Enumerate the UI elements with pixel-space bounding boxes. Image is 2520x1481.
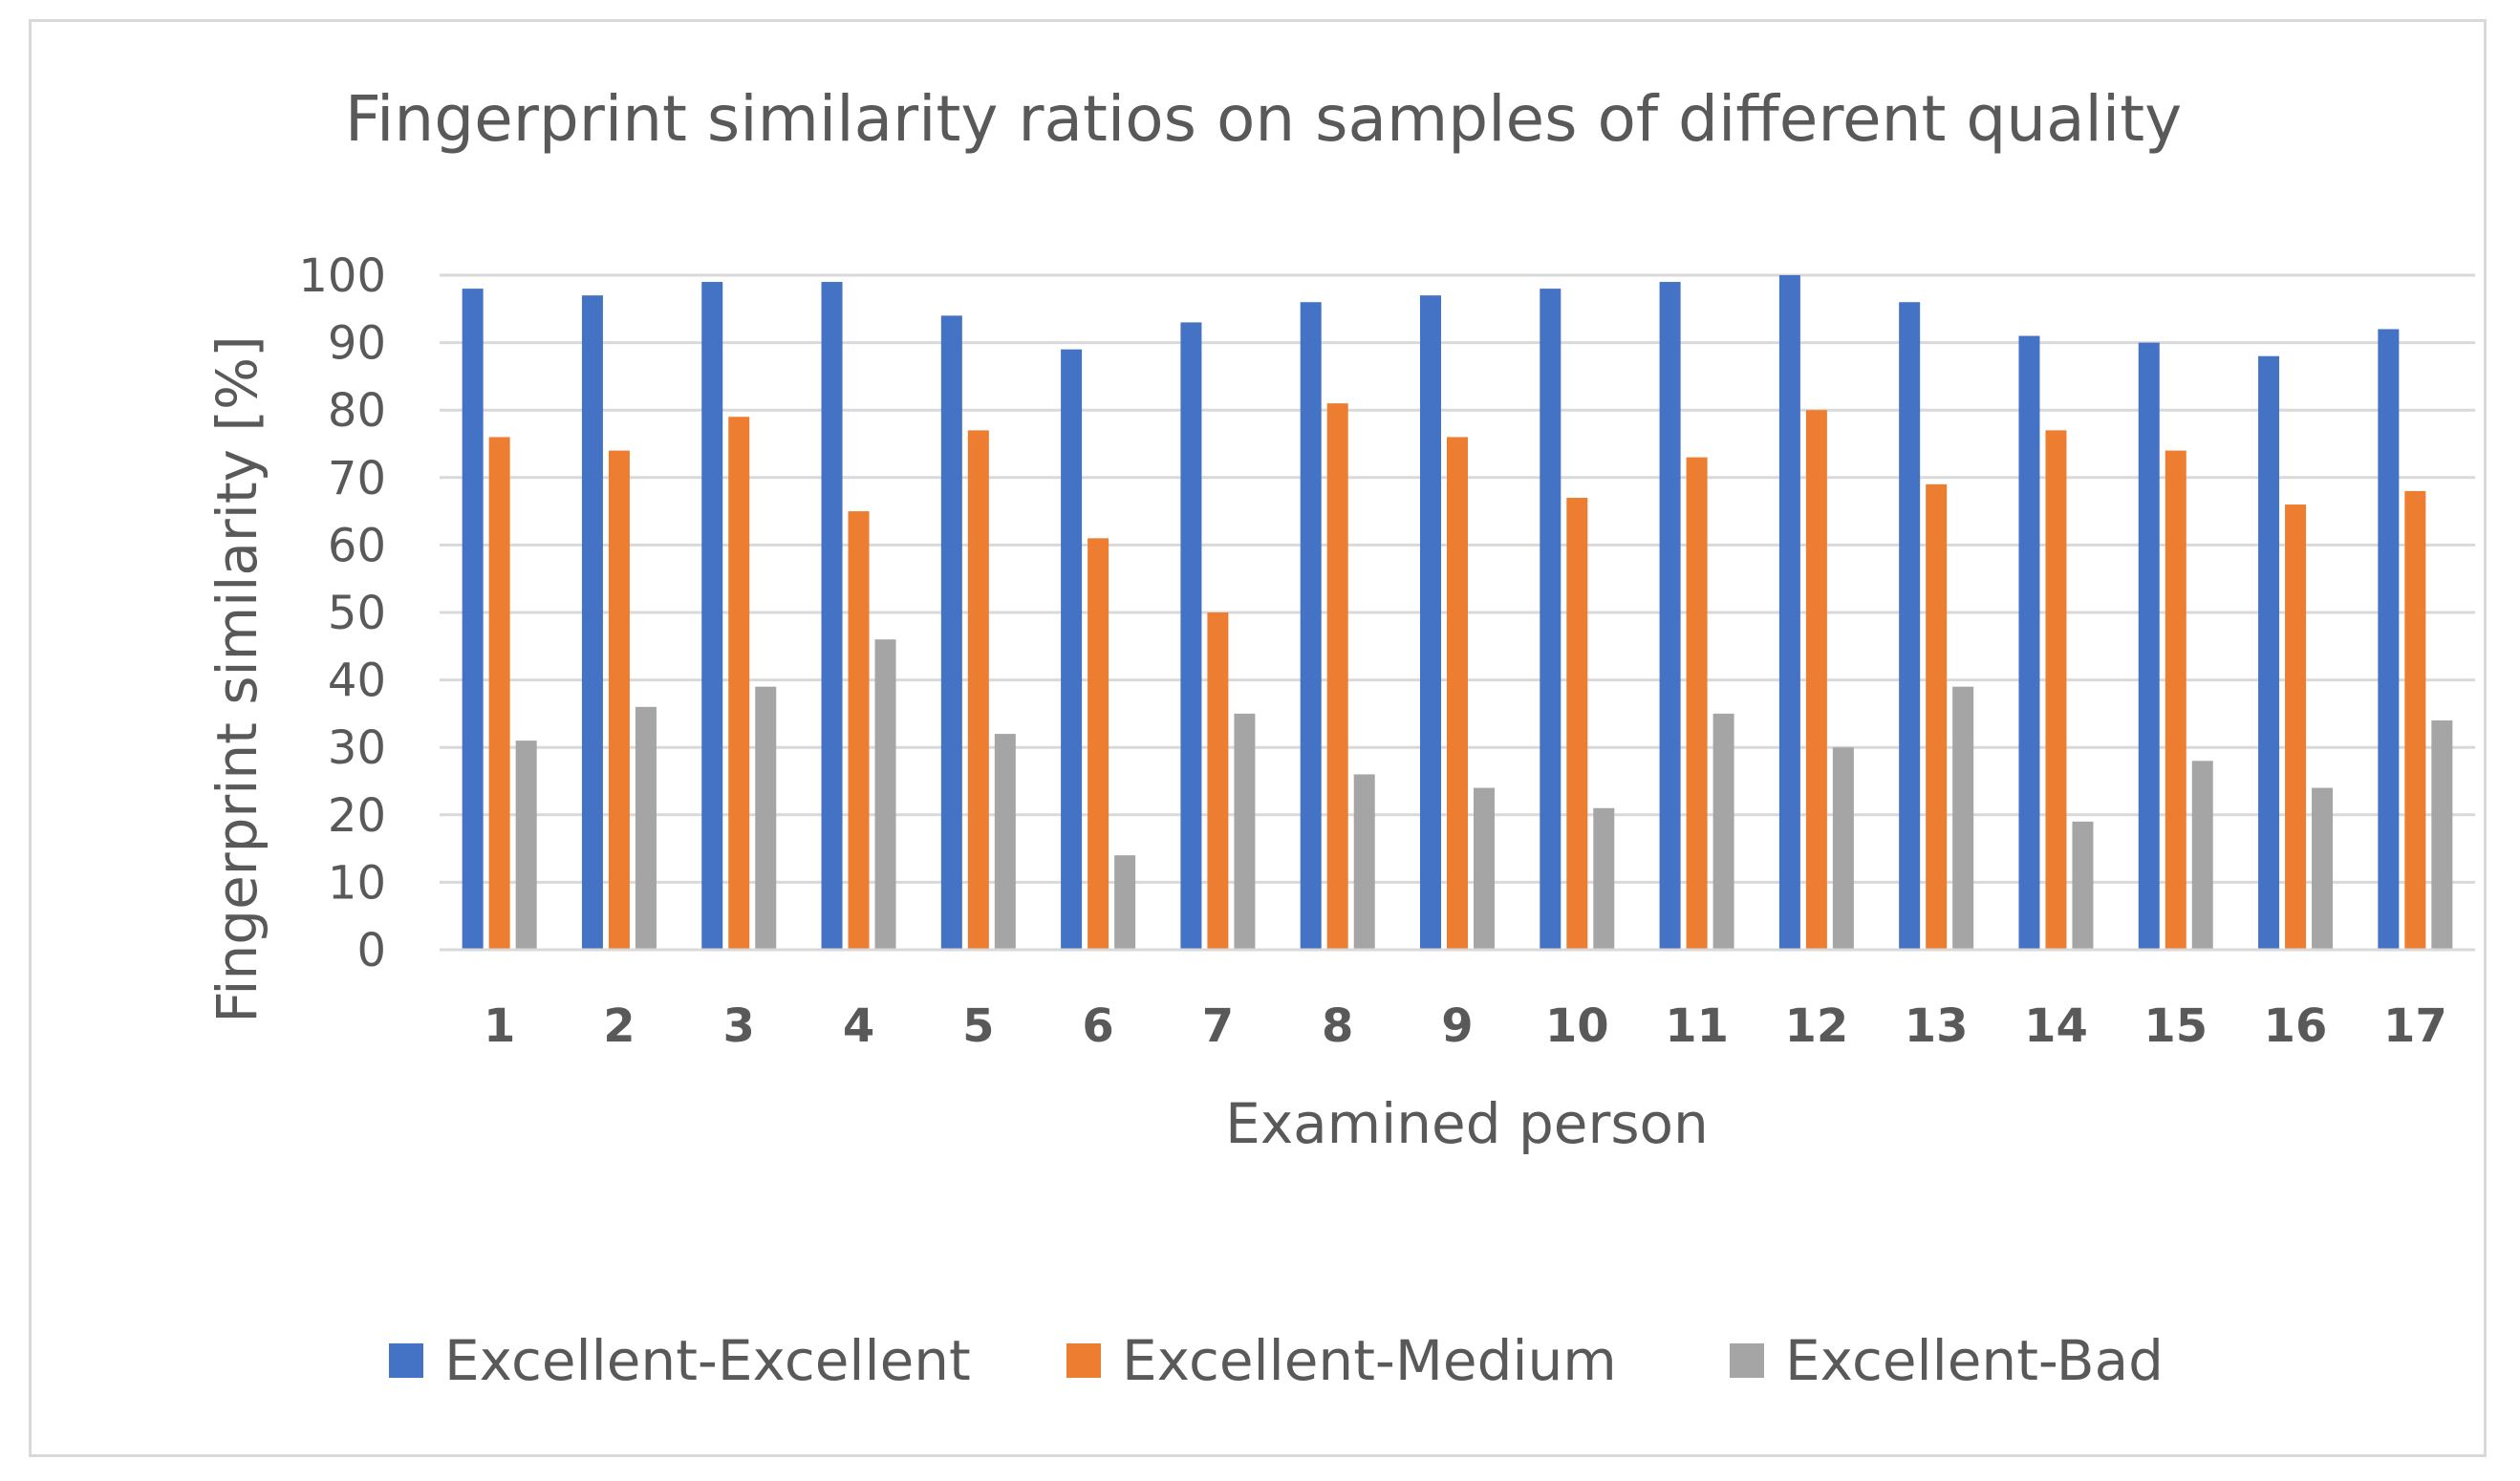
x-tick-label: 2 (603, 999, 635, 1053)
legend-swatch (1066, 1343, 1101, 1378)
bar-excellent-bad-7 (1234, 713, 1256, 950)
legend-item-excellent-bad: Excellent-Bad (1730, 1328, 2164, 1393)
x-tick-label: 11 (1665, 999, 1729, 1053)
bar-excellent-medium-6 (1088, 538, 1109, 950)
bar-excellent-medium-3 (728, 417, 750, 950)
bar-excellent-medium-17 (2404, 490, 2426, 950)
bar-excellent-bad-6 (1114, 855, 1136, 950)
y-tick-label: 30 (328, 721, 386, 775)
y-tick-label: 40 (328, 655, 386, 708)
y-tick-label: 80 (328, 384, 386, 438)
bar-excellent-bad-11 (1712, 713, 1734, 950)
x-tick-label: 6 (1082, 999, 1113, 1053)
x-tick-label: 14 (2024, 999, 2088, 1053)
bar-excellent-excellent-5 (940, 315, 962, 950)
x-tick-label: 17 (2383, 999, 2447, 1053)
bar-excellent-excellent-9 (1420, 295, 1441, 950)
bar-excellent-medium-8 (1326, 403, 1348, 950)
bar-excellent-excellent-10 (1540, 289, 1562, 950)
x-tick-label: 8 (1322, 999, 1353, 1053)
x-tick-label: 7 (1202, 999, 1234, 1053)
bar-excellent-medium-16 (2285, 504, 2307, 950)
bar-excellent-medium-14 (2045, 430, 2067, 950)
chart-frame (29, 19, 2487, 1457)
bar-excellent-bad-13 (1952, 686, 1974, 950)
x-tick-label: 16 (2264, 999, 2328, 1053)
y-tick-label: 60 (328, 519, 386, 572)
bar-excellent-excellent-13 (1899, 302, 1921, 950)
bar-excellent-medium-4 (848, 511, 870, 950)
x-tick-label: 15 (2143, 999, 2208, 1053)
legend-label: Excellent-Medium (1122, 1328, 1617, 1393)
x-tick-label: 9 (1441, 999, 1473, 1053)
x-tick-label: 5 (962, 999, 994, 1053)
legend-label: Excellent-Excellent (444, 1328, 971, 1393)
bar-excellent-excellent-16 (2258, 355, 2280, 951)
bar-excellent-medium-5 (967, 430, 989, 950)
bar-excellent-medium-1 (488, 437, 510, 950)
x-tick-label: 3 (723, 999, 755, 1053)
bar-excellent-excellent-8 (1300, 302, 1322, 950)
bar-excellent-medium-15 (2165, 450, 2186, 950)
bar-excellent-bad-17 (2431, 719, 2453, 950)
bar-excellent-bad-2 (635, 706, 657, 950)
legend-item-excellent-medium: Excellent-Medium (1066, 1328, 1617, 1393)
bar-excellent-bad-8 (1353, 774, 1375, 950)
legend-label: Excellent-Bad (1785, 1328, 2164, 1393)
bar-excellent-bad-3 (755, 686, 777, 950)
bar-excellent-bad-4 (874, 639, 896, 950)
y-tick-label: 50 (328, 587, 386, 640)
bar-excellent-bad-14 (2072, 821, 2094, 950)
y-axis-ticks: 0 10 20 30 40 50 60 70 80 90 100 (298, 249, 386, 977)
bar-excellent-bad-12 (1832, 747, 1854, 950)
y-tick-label: 90 (328, 317, 386, 371)
gridlines (440, 273, 2475, 884)
bar-excellent-bad-10 (1593, 807, 1615, 950)
bar-excellent-bad-1 (515, 740, 537, 950)
bar-excellent-medium-10 (1566, 497, 1588, 950)
bar-excellent-medium-2 (608, 450, 630, 950)
y-axis-title: Fingerprint similarity [%] (205, 335, 269, 1023)
bar-excellent-excellent-11 (1659, 282, 1681, 950)
chart-title: Fingerprint similarity ratios on samples… (345, 82, 2182, 156)
x-axis-ticks: 1 2 3 4 5 6 7 8 9 10 11 12 13 14 15 16 17 (484, 999, 2447, 1053)
y-tick-label: 70 (328, 452, 386, 505)
bar-excellent-medium-11 (1686, 457, 1708, 950)
bar-excellent-excellent-15 (2138, 342, 2160, 951)
x-axis-title: Examined person (1225, 1091, 1709, 1156)
legend: Excellent-Excellent Excellent-Medium Excel… (389, 1328, 2164, 1393)
bar-excellent-excellent-4 (821, 282, 843, 950)
bar-excellent-medium-12 (1805, 410, 1827, 950)
bar-excellent-bad-5 (994, 734, 1016, 950)
bar-excellent-bad-15 (2191, 761, 2213, 950)
legend-swatch (389, 1343, 423, 1378)
y-tick-label: 20 (328, 789, 386, 843)
bar-excellent-excellent-7 (1180, 322, 1202, 950)
x-tick-label: 10 (1545, 999, 1609, 1053)
bar-excellent-bad-9 (1474, 787, 1495, 950)
bar-excellent-excellent-3 (701, 282, 723, 950)
legend-swatch (1730, 1343, 1764, 1378)
bars (462, 275, 2453, 951)
x-tick-label: 12 (1784, 999, 1848, 1053)
y-tick-label: 0 (356, 924, 386, 977)
bar-excellent-excellent-14 (2018, 335, 2040, 950)
y-tick-label: 10 (328, 856, 386, 910)
bar-excellent-medium-13 (1926, 483, 1948, 950)
bar-excellent-medium-9 (1447, 437, 1468, 950)
bar-excellent-bad-16 (2312, 787, 2334, 950)
bar-excellent-excellent-2 (581, 295, 603, 950)
y-tick-label: 100 (298, 249, 386, 303)
bar-excellent-excellent-17 (2378, 329, 2400, 951)
x-tick-label: 13 (1905, 999, 1969, 1053)
legend-item-excellent-excellent: Excellent-Excellent (389, 1328, 971, 1393)
x-tick-label: 1 (484, 999, 515, 1053)
bar-excellent-excellent-12 (1778, 275, 1800, 950)
bar-excellent-medium-7 (1207, 612, 1229, 950)
bar-excellent-excellent-6 (1061, 349, 1083, 950)
x-tick-label: 4 (843, 999, 874, 1053)
bar-excellent-excellent-1 (462, 289, 484, 950)
